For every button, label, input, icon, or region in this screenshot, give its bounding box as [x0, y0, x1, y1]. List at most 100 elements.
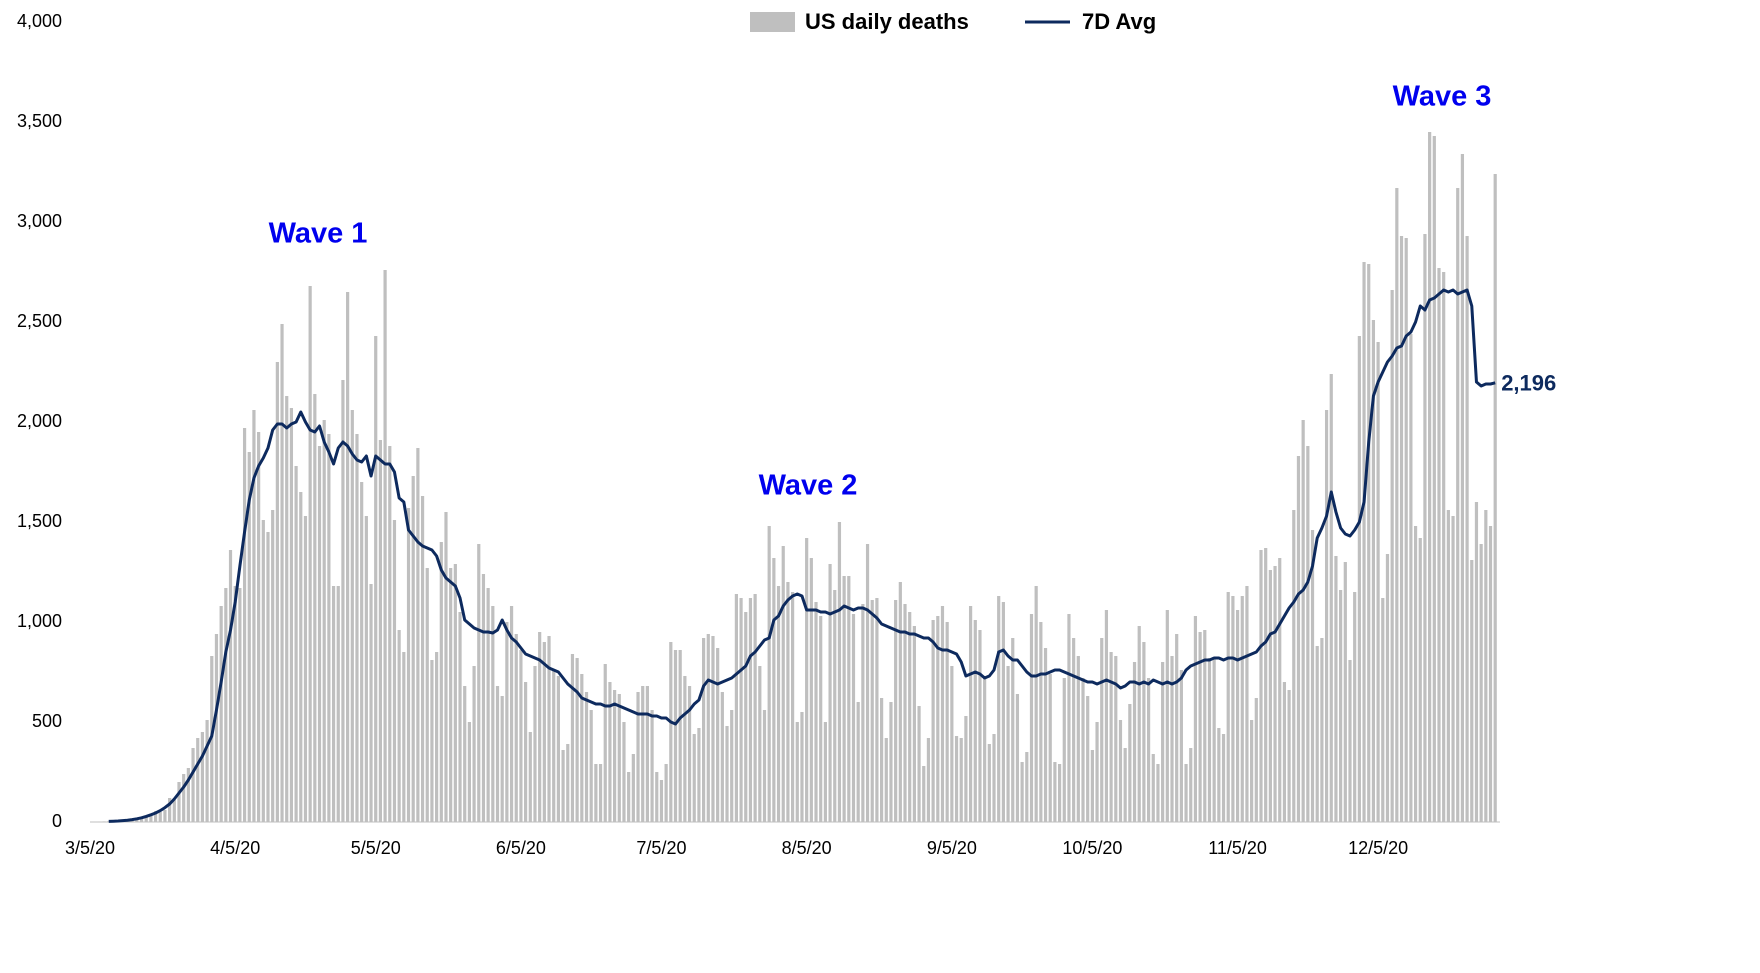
bar	[1245, 586, 1248, 822]
bar	[327, 434, 330, 822]
bar	[627, 772, 630, 822]
bar	[515, 634, 518, 822]
bar	[1316, 646, 1319, 822]
bar	[636, 692, 639, 822]
bar	[463, 686, 466, 822]
bar	[407, 508, 410, 822]
bar	[739, 598, 742, 822]
bar	[482, 574, 485, 822]
bar	[988, 744, 991, 822]
bar	[294, 466, 297, 822]
bar	[1217, 728, 1220, 822]
bar	[697, 728, 700, 822]
bar	[1330, 374, 1333, 822]
bar	[224, 588, 227, 822]
bar	[1259, 550, 1262, 822]
bar	[1194, 616, 1197, 822]
bar	[1353, 592, 1356, 822]
bar	[1236, 610, 1239, 822]
bar	[346, 292, 349, 822]
data-label: 2,196	[1501, 371, 1556, 396]
bar	[913, 626, 916, 822]
bar	[758, 666, 761, 822]
bar	[355, 434, 358, 822]
bar	[978, 630, 981, 822]
bar	[280, 324, 283, 822]
bar	[1208, 658, 1211, 822]
bar	[309, 286, 312, 822]
bar	[571, 654, 574, 822]
bar	[618, 694, 621, 822]
bar	[1231, 596, 1234, 822]
bar	[669, 642, 672, 822]
bar	[1470, 560, 1473, 822]
bar	[1128, 704, 1131, 822]
bar	[754, 594, 757, 822]
bar	[1428, 132, 1431, 822]
bar	[1189, 748, 1192, 822]
bar	[215, 634, 218, 822]
bar	[674, 650, 677, 822]
bar	[290, 408, 293, 822]
bar	[369, 584, 372, 822]
bar	[1297, 456, 1300, 822]
bar	[875, 598, 878, 822]
bar	[206, 720, 209, 822]
bar	[1110, 652, 1113, 822]
bar	[791, 592, 794, 822]
bar	[1480, 544, 1483, 822]
bar	[552, 670, 555, 822]
bar	[1348, 660, 1351, 822]
bar	[1072, 638, 1075, 822]
x-tick-label: 9/5/20	[927, 838, 977, 858]
annotation: Wave 1	[269, 218, 368, 250]
y-tick-label: 0	[52, 811, 62, 831]
bar	[1264, 548, 1267, 822]
bar	[468, 722, 471, 822]
bar	[1367, 264, 1370, 822]
bar	[857, 702, 860, 822]
bar	[1292, 510, 1295, 822]
bar	[861, 604, 864, 822]
y-tick-label: 1,000	[17, 611, 62, 631]
bar	[843, 576, 846, 822]
bar	[772, 558, 775, 822]
bar	[992, 734, 995, 822]
bar	[1358, 336, 1361, 822]
bar	[173, 800, 176, 822]
bar	[547, 636, 550, 822]
bar	[1320, 638, 1323, 822]
bar	[1465, 236, 1468, 822]
bar	[1386, 554, 1389, 822]
bar	[716, 648, 719, 822]
x-tick-label: 8/5/20	[782, 838, 832, 858]
x-tick-label: 5/5/20	[351, 838, 401, 858]
bar	[903, 604, 906, 822]
bar	[927, 738, 930, 822]
x-tick-label: 4/5/20	[210, 838, 260, 858]
bar	[1344, 562, 1347, 822]
bar	[1433, 136, 1436, 822]
bar	[501, 696, 504, 822]
bar	[1278, 558, 1281, 822]
bar	[444, 512, 447, 822]
bar	[932, 620, 935, 822]
x-tick-label: 7/5/20	[636, 838, 686, 858]
bar	[1091, 750, 1094, 822]
bar	[1409, 334, 1412, 822]
bar	[159, 812, 162, 822]
bar	[997, 596, 1000, 822]
bar	[1405, 238, 1408, 822]
bar	[449, 568, 452, 822]
legend-swatch	[750, 12, 795, 32]
bar	[1152, 754, 1155, 822]
bar	[838, 522, 841, 822]
annotation: Wave 3	[1393, 81, 1492, 113]
bar	[426, 568, 429, 822]
bar	[383, 270, 386, 822]
bar	[1156, 764, 1159, 822]
bar	[1400, 236, 1403, 822]
y-tick-label: 2,500	[17, 311, 62, 331]
bar	[590, 710, 593, 822]
bar	[313, 394, 316, 822]
